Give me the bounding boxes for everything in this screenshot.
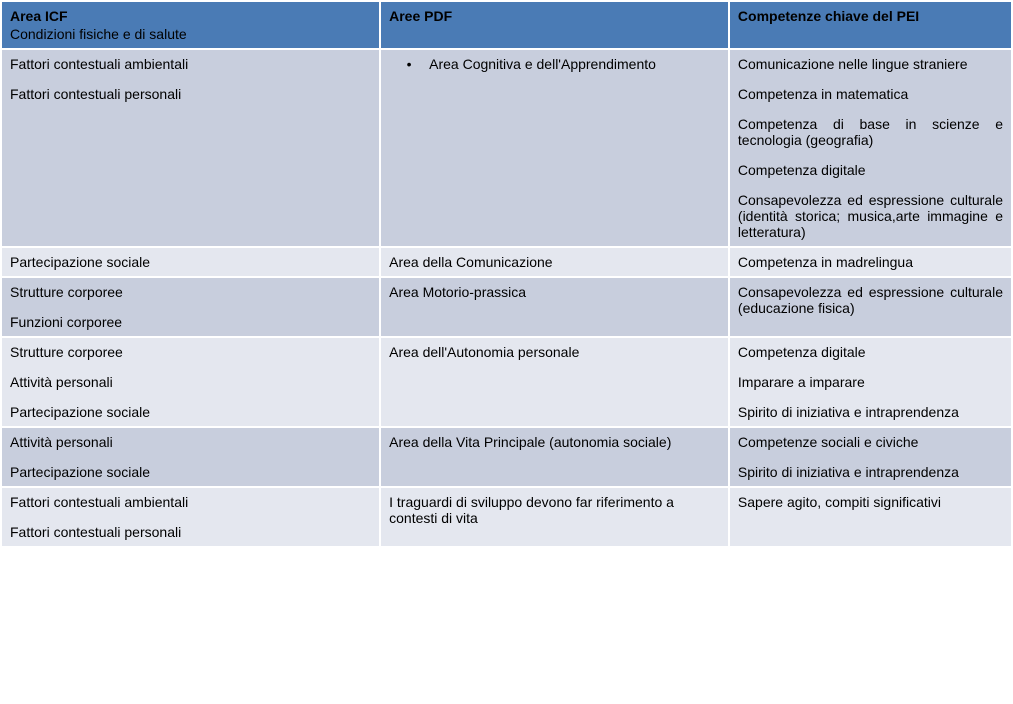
pdf-item: Area della Vita Principale (autonomia so…: [389, 434, 720, 450]
pei-item: Imparare a imparare: [738, 374, 1003, 390]
header-pei: Competenze chiave del PEI: [729, 1, 1012, 49]
cell-pdf: I traguardi di sviluppo devono far rifer…: [380, 487, 729, 547]
icf-item: Partecipazione sociale: [10, 404, 371, 420]
table-row: Strutture corporee Funzioni corporee Area …: [1, 277, 1012, 337]
pei-item: Competenza in madrelingua: [738, 254, 1003, 270]
pei-item: Competenza in matematica: [738, 86, 1003, 102]
table-row: Attività personali Partecipazione sociale…: [1, 427, 1012, 487]
cell-pei: Competenze sociali e civiche Spirito di i…: [729, 427, 1012, 487]
table-row: Fattori contestuali ambientali Fattori co…: [1, 49, 1012, 247]
header-pei-main: Competenze chiave del PEI: [738, 8, 919, 24]
cell-pei: Competenza digitale Imparare a imparare Sp…: [729, 337, 1012, 427]
header-icf: Area ICF Condizioni fisiche e di salute: [1, 1, 380, 49]
icf-item: Strutture corporee: [10, 284, 371, 300]
icf-item: Partecipazione sociale: [10, 464, 371, 480]
cell-icf: Partecipazione sociale: [1, 247, 380, 277]
pei-item: Competenza di base in scienze e tecnolog…: [738, 116, 1003, 148]
icf-item: Fattori contestuali personali: [10, 86, 371, 102]
header-icf-main: Area ICF: [10, 8, 68, 24]
cell-icf: Strutture corporee Attività personali Part…: [1, 337, 380, 427]
cell-pdf: Area della Comunicazione: [380, 247, 729, 277]
icf-item: Fattori contestuali ambientali: [10, 494, 371, 510]
pei-item: Spirito di iniziativa e intraprendenza: [738, 464, 1003, 480]
icf-item: Attività personali: [10, 374, 371, 390]
pdf-item: Area dell'Autonomia personale: [389, 344, 720, 360]
icf-item: Strutture corporee: [10, 344, 371, 360]
icf-item: Fattori contestuali ambientali: [10, 56, 371, 72]
cell-icf: Fattori contestuali ambientali Fattori co…: [1, 487, 380, 547]
header-row: Area ICF Condizioni fisiche e di salute …: [1, 1, 1012, 49]
cell-icf: Attività personali Partecipazione sociale: [1, 427, 380, 487]
cell-pei: Comunicazione nelle lingue straniere Comp…: [729, 49, 1012, 247]
header-pdf-main: Aree PDF: [389, 8, 452, 24]
icf-item: Attività personali: [10, 434, 371, 450]
cell-pei: Consapevolezza ed espressione culturale …: [729, 277, 1012, 337]
pdf-item: Area Motorio-prassica: [389, 284, 720, 300]
cell-pdf: Area dell'Autonomia personale: [380, 337, 729, 427]
header-icf-sub: Condizioni fisiche e di salute: [10, 26, 371, 42]
pei-item: Competenza digitale: [738, 344, 1003, 360]
pei-item: Spirito di iniziativa e intraprendenza: [738, 404, 1003, 420]
table-row: Fattori contestuali ambientali Fattori co…: [1, 487, 1012, 547]
cell-icf: Fattori contestuali ambientali Fattori co…: [1, 49, 380, 247]
pei-item: Consapevolezza ed espressione culturale …: [738, 284, 1003, 316]
pei-item: Consapevolezza ed espressione culturale …: [738, 192, 1003, 240]
cell-pei: Competenza in madrelingua: [729, 247, 1012, 277]
icf-item: Funzioni corporee: [10, 314, 371, 330]
cell-pdf: Area Motorio-prassica: [380, 277, 729, 337]
pei-item: Comunicazione nelle lingue straniere: [738, 56, 1003, 72]
pei-item: Competenza digitale: [738, 162, 1003, 178]
table-body: Fattori contestuali ambientali Fattori co…: [1, 49, 1012, 547]
cell-pdf: Area della Vita Principale (autonomia so…: [380, 427, 729, 487]
table-row: Partecipazione sociale Area della Comunic…: [1, 247, 1012, 277]
pei-item: Competenze sociali e civiche: [738, 434, 1003, 450]
cell-icf: Strutture corporee Funzioni corporee: [1, 277, 380, 337]
cell-pdf: •Area Cognitiva e dell'Apprendimento: [380, 49, 729, 247]
icf-pdf-pei-table: Area ICF Condizioni fisiche e di salute …: [0, 0, 1013, 548]
header-pdf: Aree PDF: [380, 1, 729, 49]
icf-item: Fattori contestuali personali: [10, 524, 371, 540]
pdf-item: •Area Cognitiva e dell'Apprendimento: [389, 56, 720, 72]
pei-item: Sapere agito, compiti significativi: [738, 494, 1003, 510]
pdf-item: Area della Comunicazione: [389, 254, 720, 270]
pdf-item-label: Area Cognitiva e dell'Apprendimento: [429, 56, 656, 72]
cell-pei: Sapere agito, compiti significativi: [729, 487, 1012, 547]
bullet-icon: •: [389, 56, 429, 72]
pdf-item: I traguardi di sviluppo devono far rifer…: [389, 494, 720, 526]
table-row: Strutture corporee Attività personali Part…: [1, 337, 1012, 427]
icf-item: Partecipazione sociale: [10, 254, 371, 270]
